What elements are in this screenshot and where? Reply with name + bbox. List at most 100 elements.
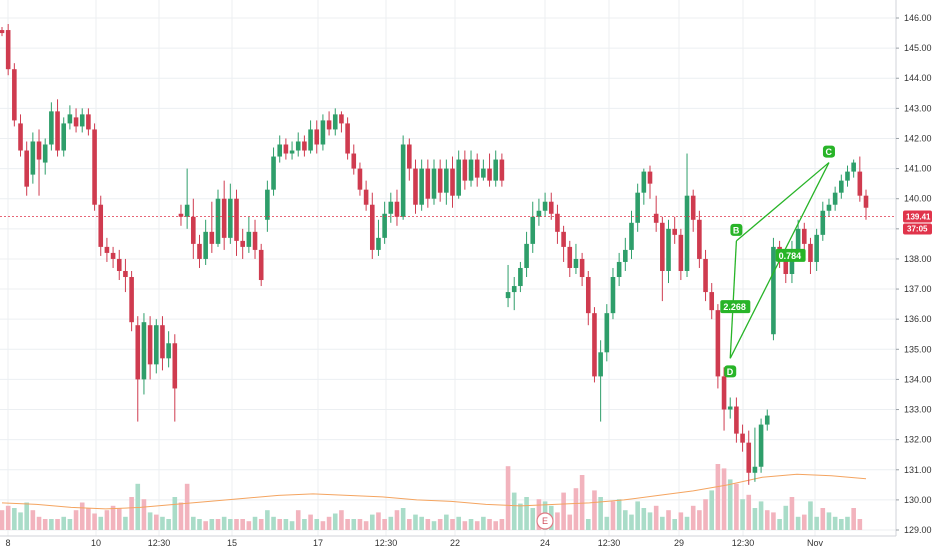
time-tick-label: 12:30 (598, 538, 621, 548)
price-tick-label: 141.00 (904, 164, 932, 174)
volume-bar (407, 519, 412, 530)
volume-bar (610, 501, 616, 530)
candle-body (240, 240, 245, 247)
candle-body (450, 168, 455, 196)
volume-bar (61, 516, 67, 530)
candle-body (623, 249, 628, 262)
volume-bar (265, 510, 270, 530)
volume-bar (295, 510, 301, 530)
candle-body (598, 352, 603, 377)
time-axis[interactable]: 8 10 12:30 15 17 12:30 22 24 12:30 29 12:30 Nov (5, 538, 823, 548)
candle-body (487, 168, 492, 181)
candle-body (0, 30, 5, 34)
volume-bar (573, 488, 579, 530)
volume-bar (160, 516, 165, 530)
volume-bars (0, 464, 863, 530)
candle-body (209, 231, 215, 244)
volume-bar (166, 519, 171, 530)
candle-body (203, 231, 208, 259)
pattern-leg (735, 162, 830, 242)
volume-bar (191, 516, 196, 530)
earnings-marker[interactable]: E (536, 512, 554, 530)
earnings-marker-label: E (542, 516, 548, 526)
price-tick-label: 137.00 (904, 284, 932, 294)
volume-bar (400, 508, 406, 530)
volume-bar (616, 499, 622, 530)
time-tick-label: 12:30 (375, 538, 398, 548)
price-tick-label: 132.00 (904, 435, 932, 445)
candle-body (660, 222, 665, 271)
volume-bar (98, 516, 104, 530)
volume-bar (598, 497, 603, 530)
volume-bar (388, 516, 394, 530)
price-tick-label: 143.00 (904, 103, 932, 113)
candle-body (308, 129, 313, 151)
candle-body (86, 114, 91, 130)
pattern-point-label: D (727, 367, 734, 377)
volume-bar (178, 502, 184, 530)
candle-body (376, 237, 381, 250)
volume-bar (721, 468, 727, 530)
candle-body (499, 159, 505, 181)
candle-body (135, 325, 141, 380)
candle-body (302, 141, 307, 151)
candle-body (258, 249, 264, 281)
volume-bar (394, 510, 400, 530)
pattern-ratio-1: 0.784 (775, 248, 806, 262)
candle-body (24, 150, 29, 187)
candle-body (388, 201, 394, 214)
candle-body (73, 117, 79, 127)
volume-bar (709, 490, 715, 530)
volume-bar (123, 516, 128, 530)
volume-bar (678, 512, 684, 530)
pattern-ratio-label: 2.268 (723, 302, 746, 312)
candle-body (116, 258, 122, 271)
volume-bar (246, 521, 252, 530)
candle-body (579, 258, 585, 278)
volume-bar (660, 516, 665, 530)
volume-bar (332, 513, 338, 530)
candle-body (160, 325, 165, 359)
volume-bar (734, 483, 739, 530)
volume-bar (234, 519, 239, 530)
earnings-marker-circle[interactable] (536, 512, 554, 530)
pattern-ratio-label: 0.784 (779, 251, 802, 261)
candle-body (320, 120, 326, 145)
candle-body (357, 168, 363, 190)
candle-body (832, 192, 838, 205)
volume-bar (215, 519, 221, 530)
candle-body (184, 204, 190, 217)
candle-body (49, 111, 54, 145)
volume-bar (764, 510, 770, 530)
volume-bar (129, 497, 134, 530)
last-price-tag: 139.41 (903, 210, 932, 223)
candle-body (592, 313, 597, 377)
time-tick-label: Nov (807, 538, 824, 548)
price-tick-label: 145.00 (904, 43, 932, 53)
candle-body (567, 246, 573, 268)
volume-bar (240, 519, 245, 530)
volume-bar (314, 519, 320, 530)
volume-bar (851, 508, 856, 530)
volume-bar (474, 521, 480, 530)
volume-bar (357, 519, 363, 530)
last-price-label: 139.41 (906, 212, 931, 221)
volume-bar (437, 519, 443, 530)
volume-bar (789, 497, 795, 530)
volume-bar (5, 505, 11, 530)
volume-bar (228, 519, 233, 530)
candle-body (474, 159, 480, 178)
volume-bar (629, 514, 634, 530)
volume-bar (55, 519, 60, 530)
candle-body (110, 252, 116, 259)
time-tick-label: 22 (450, 538, 460, 548)
volume-bar (135, 483, 141, 530)
price-axis[interactable]: 129.00 130.00 131.00 132.00 133.00 134.00 135.… (896, 13, 932, 535)
volume-bar (369, 514, 375, 530)
candle-body (863, 195, 869, 208)
candle-body (339, 114, 344, 124)
candle-body (55, 111, 60, 151)
volume-bar (505, 466, 511, 530)
volume-bar (110, 505, 116, 530)
